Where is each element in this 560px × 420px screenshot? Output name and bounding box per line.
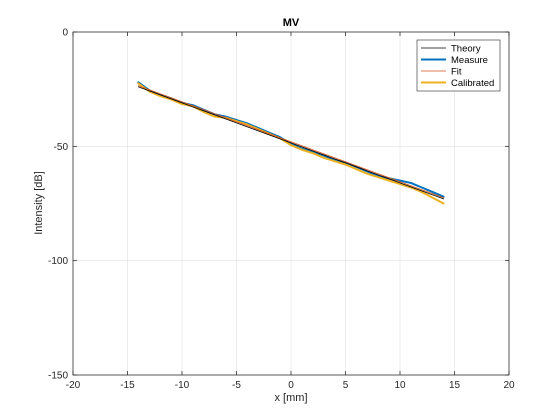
x-axis-label: x [mm]	[275, 392, 308, 404]
series-lines	[137, 81, 445, 205]
x-tick-label: -15	[120, 380, 135, 391]
series-line-theory	[137, 86, 445, 200]
x-tick-label: 20	[503, 380, 515, 391]
y-axis-label: Intensity [dB]	[33, 171, 45, 235]
x-tick-label: -5	[232, 380, 241, 391]
y-tick-label: 0	[62, 28, 68, 39]
legend-label-measure: Measure	[451, 55, 488, 66]
x-tick-label: 5	[343, 380, 349, 391]
x-tick-label: 15	[449, 380, 461, 391]
x-tick-label: -10	[175, 380, 190, 391]
x-tick-label: 10	[394, 380, 406, 391]
axis-ticks: -20 -15 -10 -5 0 5 10 15 200-50-100-150	[48, 28, 515, 392]
legend-label-theory: Theory	[451, 44, 481, 55]
y-tick-label: -150	[48, 371, 68, 382]
x-tick-label: 0	[288, 380, 294, 391]
y-tick-label: -100	[48, 256, 68, 267]
y-tick-label: -50	[54, 142, 69, 153]
x-tick-label: -20	[66, 380, 81, 391]
series-line-fit	[137, 85, 445, 199]
chart-title: MV	[283, 17, 300, 29]
legend-label-calibrated: Calibrated	[451, 78, 494, 89]
legend-label-fit: Fit	[451, 67, 462, 78]
